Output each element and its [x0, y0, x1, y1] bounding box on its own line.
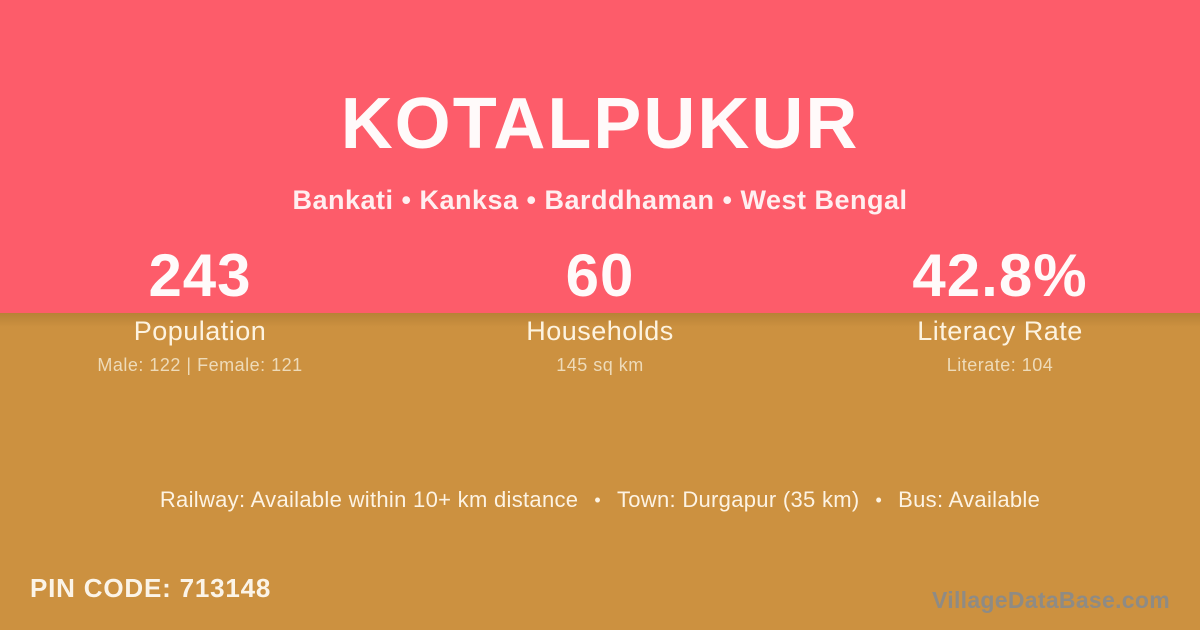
households-detail: 145 sq km — [556, 355, 644, 375]
population-value: 243 — [148, 242, 252, 309]
stats-row: 243 Population Male: 122 | Female: 121 6… — [0, 246, 1200, 376]
bus-info: Bus: Available — [898, 487, 1041, 512]
households-value: 60 — [565, 242, 635, 309]
location-breadcrumb: Bankati • Kanksa • Barddhaman • West Ben… — [292, 185, 908, 215]
pin-code-text: PIN CODE: 713148 — [30, 573, 272, 603]
town-info: Town: Durgapur (35 km) — [616, 487, 860, 512]
village-name-title: KOTALPUKUR — [340, 84, 860, 164]
stat-population: 243 Population Male: 122 | Female: 121 — [0, 246, 400, 376]
population-detail: Male: 122 | Female: 121 — [97, 355, 303, 375]
footer-background — [0, 313, 1200, 630]
literacy-detail: Literate: 104 — [946, 355, 1054, 375]
watermark-branding: VillageDataBase.com — [932, 587, 1170, 613]
railway-info: Railway: Available within 10+ km distanc… — [159, 487, 579, 512]
households-label: Households — [526, 316, 674, 346]
transport-info-line: Railway: Available within 10+ km distanc… — [0, 486, 1200, 514]
literacy-label: Literacy Rate — [917, 316, 1083, 346]
literacy-value: 42.8% — [912, 242, 1088, 309]
header-background — [0, 0, 1200, 313]
bullet-separator: • — [594, 490, 601, 510]
population-label: Population — [133, 316, 267, 346]
bullet-separator: • — [875, 490, 883, 510]
stat-literacy-rate: 42.8% Literacy Rate Literate: 104 — [800, 246, 1200, 376]
stat-households: 60 Households 145 sq km — [400, 246, 800, 376]
